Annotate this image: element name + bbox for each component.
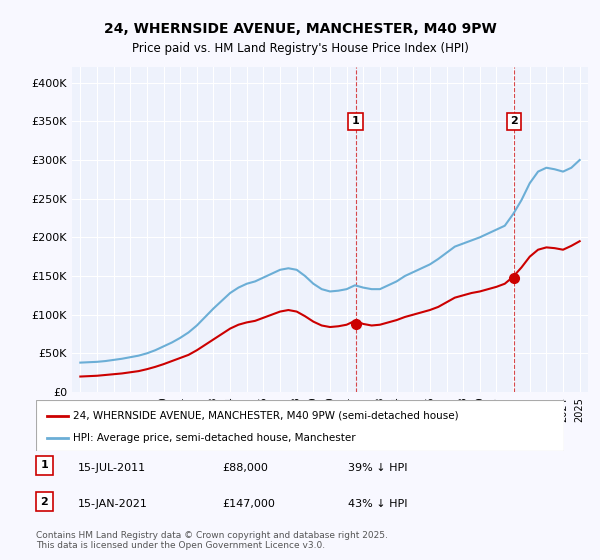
FancyBboxPatch shape [36, 400, 564, 451]
Text: Contains HM Land Registry data © Crown copyright and database right 2025.
This d: Contains HM Land Registry data © Crown c… [36, 530, 388, 550]
Text: 15-JUL-2011: 15-JUL-2011 [78, 463, 146, 473]
Text: 2: 2 [510, 116, 518, 127]
Text: 1: 1 [352, 116, 359, 127]
Text: 24, WHERNSIDE AVENUE, MANCHESTER, M40 9PW: 24, WHERNSIDE AVENUE, MANCHESTER, M40 9P… [104, 22, 496, 36]
Text: Price paid vs. HM Land Registry's House Price Index (HPI): Price paid vs. HM Land Registry's House … [131, 42, 469, 55]
Text: HPI: Average price, semi-detached house, Manchester: HPI: Average price, semi-detached house,… [73, 433, 356, 443]
Text: 43% ↓ HPI: 43% ↓ HPI [348, 499, 407, 509]
Text: 39% ↓ HPI: 39% ↓ HPI [348, 463, 407, 473]
Text: 1: 1 [41, 460, 48, 470]
Text: 24, WHERNSIDE AVENUE, MANCHESTER, M40 9PW (semi-detached house): 24, WHERNSIDE AVENUE, MANCHESTER, M40 9P… [73, 410, 458, 421]
Text: 2: 2 [41, 497, 48, 507]
Text: £147,000: £147,000 [222, 499, 275, 509]
Text: £88,000: £88,000 [222, 463, 268, 473]
Text: 15-JAN-2021: 15-JAN-2021 [78, 499, 148, 509]
